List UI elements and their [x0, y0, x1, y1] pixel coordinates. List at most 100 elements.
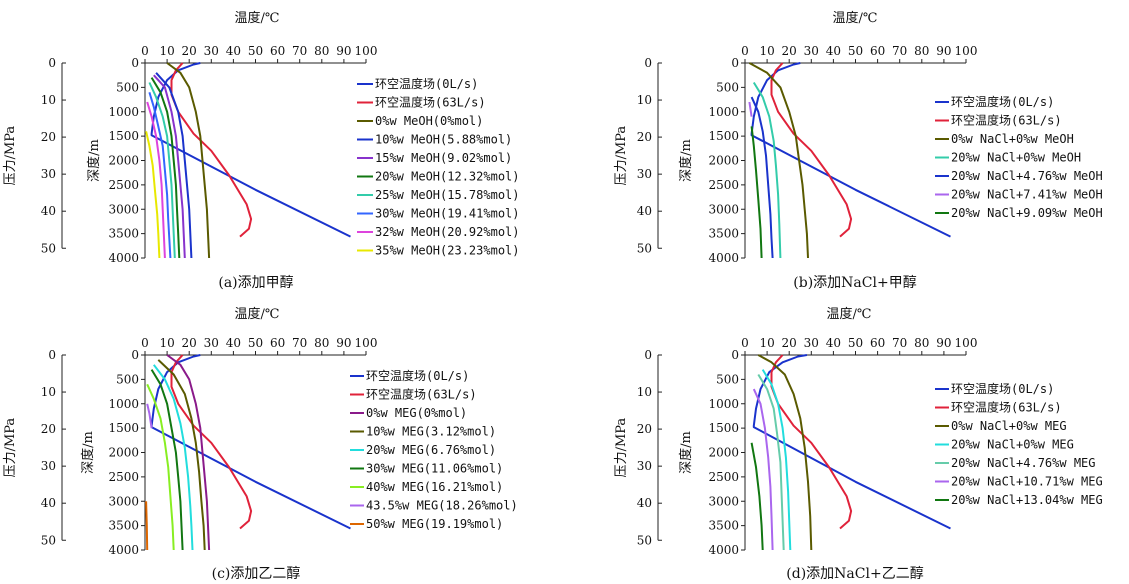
x-tick-label: 20 — [182, 44, 197, 58]
depth-tick-label: 3500 — [708, 519, 739, 533]
depth-tick-label: 1000 — [108, 397, 139, 411]
pressure-tick-label: 20 — [637, 422, 652, 436]
series-line-5 — [752, 388, 774, 551]
series-line-6 — [146, 383, 175, 551]
legend-label: 20%w MEG(6.76%mol) — [366, 443, 496, 457]
x-tick-label: 100 — [955, 44, 978, 58]
legend-label: 20%w NaCl+0%w MEG — [951, 438, 1074, 452]
pressure-tick-label: 50 — [637, 241, 652, 255]
depth-tick-label: 2500 — [108, 178, 139, 192]
pressure-tick-label: 20 — [41, 422, 56, 436]
legend-label: 20%w NaCl+7.41%w MeOH — [951, 188, 1103, 202]
depth-tick-label: 1500 — [108, 421, 139, 435]
legend-label: 32%w MeOH(20.92%mol) — [375, 225, 520, 239]
x-tick-label: 0 — [741, 44, 749, 58]
x-tick-label: 30 — [804, 336, 819, 350]
legend-label: 25%w MeOH(15.78%mol) — [375, 188, 520, 202]
legend-label: 50%w MEG(19.19%mol) — [366, 517, 503, 531]
panel-c: 温度/℃0 10 20 30 40 50 60 70 80 90 10005001000150020… — [3, 306, 518, 582]
legend-label: 35%w MeOH(23.23%mol) — [375, 244, 520, 258]
depth-tick-label: 3500 — [108, 519, 139, 533]
series-line-4 — [750, 96, 774, 259]
legend-label: 30%w MEG(11.06%mol) — [366, 462, 503, 476]
depth-tick-label: 4000 — [708, 251, 739, 265]
legend-label: 0%w MEG(0%mol) — [366, 406, 467, 420]
x-tick-label: 40 — [226, 336, 241, 350]
series-line-6 — [148, 82, 176, 259]
x-tick-label: 10 — [759, 44, 774, 58]
depth-tick-label: 0 — [131, 56, 139, 70]
x-tick-label: 40 — [826, 336, 841, 350]
pressure-tick-label: 40 — [41, 204, 56, 218]
series-line-3 — [761, 369, 792, 551]
x-tick-label: 30 — [204, 336, 219, 350]
x-tick-label: 90 — [336, 44, 351, 58]
legend-label: 0%w NaCl+0%w MEG — [951, 419, 1067, 433]
series-line-1 — [170, 354, 253, 530]
pressure-tick-label: 10 — [637, 93, 652, 107]
x-tick-label: 40 — [226, 44, 241, 58]
x-tick-label: 60 — [270, 44, 285, 58]
depth-tick-label: 500 — [716, 372, 739, 386]
x-tick-label: 80 — [914, 44, 929, 58]
series-line-3 — [157, 359, 206, 551]
depth-tick-label: 1000 — [708, 105, 739, 119]
series-line-2 — [166, 62, 211, 259]
series-line-5 — [748, 101, 753, 117]
depth-tick-label: 4000 — [708, 543, 739, 557]
x-tick-label: 100 — [355, 44, 378, 58]
x-tick-label: 30 — [204, 44, 219, 58]
depth-tick-label: 1500 — [708, 129, 739, 143]
pressure-tick-label: 50 — [637, 533, 652, 547]
pressure-tick-label: 20 — [637, 130, 652, 144]
depth-tick-label: 3500 — [108, 227, 139, 241]
x-tick-label: 60 — [270, 336, 285, 350]
series-line-1 — [770, 62, 853, 238]
depth-tick-label: 1500 — [108, 129, 139, 143]
pressure-tick-label: 40 — [637, 496, 652, 510]
x-tick-label: 20 — [182, 336, 197, 350]
legend-label: 环空温度场(63L/s) — [375, 95, 486, 110]
depth-tick-label: 2000 — [108, 446, 139, 460]
x-tick-label: 0 — [141, 44, 149, 58]
pressure-axis-title: 压力/MPa — [3, 126, 18, 186]
series-line-5 — [150, 77, 181, 259]
x-tick-label: 60 — [870, 336, 885, 350]
x-tick-label: 50 — [848, 44, 863, 58]
legend-label: 10%w MEG(3.12%mol) — [366, 425, 496, 439]
legend-label: 20%w NaCl+0%w MeOH — [951, 151, 1081, 165]
x-tick-label: 0 — [741, 336, 749, 350]
legend-label: 43.5%w MEG(18.26%mol) — [366, 499, 518, 513]
depth-tick-label: 3000 — [708, 494, 739, 508]
series-line-8 — [146, 101, 166, 259]
panel-b: 温度/℃0 10 20 30 40 50 60 70 80 90 10005001000150020… — [614, 10, 1103, 291]
depth-tick-label: 4000 — [108, 251, 139, 265]
x-tick-label: 70 — [292, 336, 307, 350]
pressure-tick-label: 30 — [637, 459, 652, 473]
depth-tick-label: 500 — [716, 80, 739, 94]
depth-tick-label: 2000 — [708, 154, 739, 168]
series-line-2 — [748, 62, 809, 259]
pressure-tick-label: 40 — [41, 496, 56, 510]
depth-tick-label: 1500 — [708, 421, 739, 435]
pressure-tick-label: 30 — [637, 167, 652, 181]
depth-tick-label: 2000 — [108, 154, 139, 168]
x-tick-label: 80 — [914, 336, 929, 350]
pressure-tick-label: 0 — [644, 56, 652, 70]
panel-caption: (d)添加NaCl+乙二醇 — [786, 565, 923, 582]
panel-caption: (c)添加乙二醇 — [212, 565, 301, 582]
depth-tick-label: 3000 — [708, 202, 739, 216]
depth-tick-label: 2000 — [708, 446, 739, 460]
pressure-axis-title: 压力/MPa — [614, 126, 629, 186]
legend-label: 30%w MeOH(19.41%mol) — [375, 207, 520, 221]
pressure-tick-label: 0 — [48, 56, 56, 70]
x-tick-label: 10 — [759, 336, 774, 350]
panel-d: 温度/℃0 10 20 30 40 50 60 70 80 90 10005001000150020… — [614, 306, 1103, 582]
legend-label: 环空温度场(0L/s) — [951, 381, 1054, 396]
pressure-tick-label: 10 — [41, 385, 56, 399]
legend-label: 20%w NaCl+10.71%w MEG — [951, 475, 1103, 489]
x-tick-label: 50 — [248, 44, 263, 58]
depth-tick-label: 3500 — [708, 227, 739, 241]
x-tick-label: 70 — [292, 44, 307, 58]
